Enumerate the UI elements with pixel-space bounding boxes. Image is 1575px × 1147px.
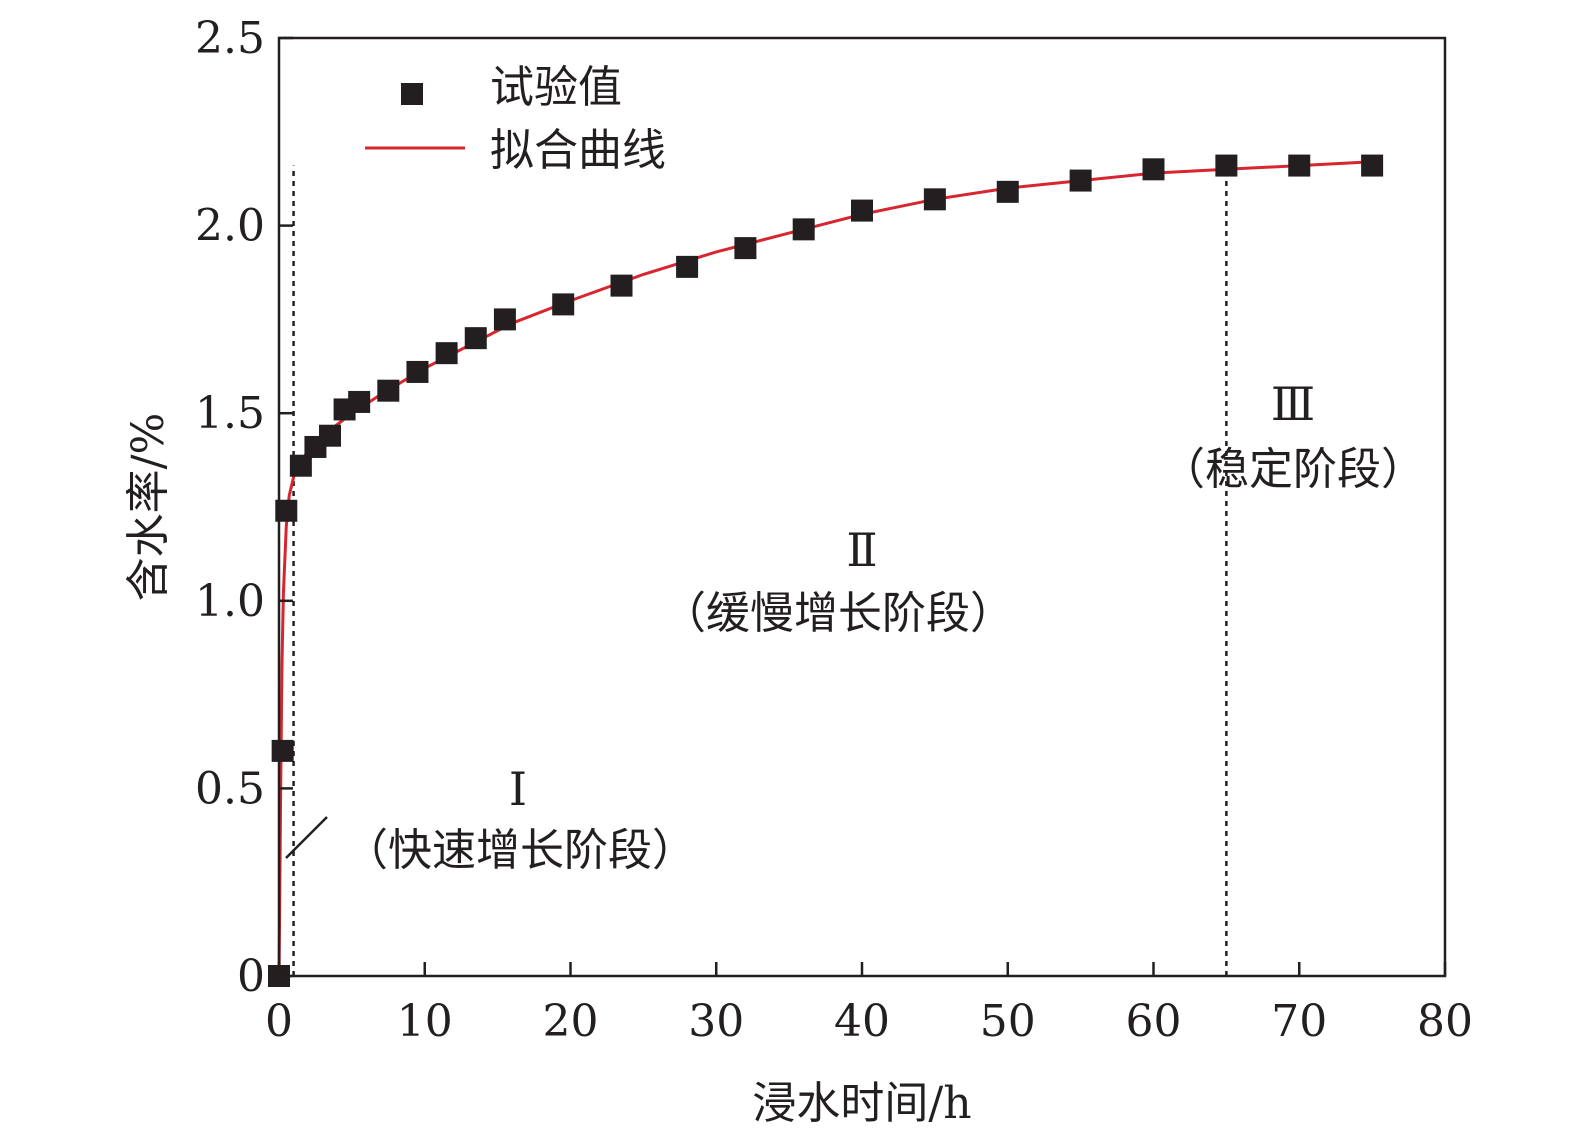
data-point: [1142, 158, 1165, 181]
data-point: [377, 379, 400, 402]
stage-annotations: Ⅰ （快速增长阶段） Ⅱ （缓慢增长阶段） Ⅲ （稳定阶段）: [285, 377, 1425, 876]
x-tick-label: 20: [543, 996, 599, 1047]
data-point: [1361, 154, 1384, 177]
data-point: [275, 499, 298, 522]
x-tick-label: 0: [265, 996, 293, 1047]
data-point: [271, 739, 294, 762]
x-tick-label: 10: [397, 996, 453, 1047]
x-tick-label: 70: [1271, 996, 1327, 1047]
y-tick-label: 1.5: [195, 388, 265, 439]
data-point: [289, 454, 312, 477]
x-tick-label: 40: [834, 996, 890, 1047]
legend-label-fit: 拟合曲线: [490, 125, 666, 176]
data-point: [319, 424, 342, 447]
stage1-numeral: Ⅰ: [509, 762, 527, 816]
data-point: [406, 360, 429, 383]
stage3-numeral: Ⅲ: [1271, 377, 1315, 431]
data-point: [435, 342, 458, 365]
data-point: [493, 308, 516, 331]
y-axis-title: 含水率/%: [123, 413, 174, 602]
x-axis-ticks: 0 10 20 30 40 50 60 70 80: [265, 962, 1473, 1047]
data-points-layer: [268, 154, 1384, 987]
y-tick-label: 0.5: [195, 763, 265, 814]
x-tick-label: 30: [688, 996, 744, 1047]
data-point: [348, 390, 371, 413]
data-point: [1069, 169, 1092, 192]
data-point: [996, 180, 1019, 203]
stage1-pointer: [285, 816, 328, 859]
legend-marker-square: [401, 83, 423, 105]
data-point: [1288, 154, 1311, 177]
legend-label-experimental: 试验值: [490, 62, 622, 113]
stage2-numeral: Ⅱ: [846, 523, 877, 577]
stage1-label: （快速增长阶段）: [344, 825, 696, 876]
x-tick-label: 80: [1417, 996, 1473, 1047]
y-tick-label: 2.5: [195, 13, 265, 64]
x-axis-title: 浸水时间/h: [752, 1078, 971, 1129]
stage2-label: （缓慢增长阶段）: [662, 588, 1014, 639]
data-point: [734, 237, 757, 260]
legend: 试验值 拟合曲线: [365, 62, 666, 176]
y-tick-label: 0: [237, 951, 265, 1002]
stage3-label: （稳定阶段）: [1161, 444, 1425, 495]
y-tick-label: 2.0: [195, 201, 265, 252]
data-point: [610, 274, 633, 297]
data-point: [676, 255, 699, 278]
data-point: [464, 327, 487, 350]
data-point: [851, 199, 873, 222]
data-point: [552, 293, 575, 316]
data-point: [792, 218, 815, 241]
x-tick-label: 60: [1126, 996, 1182, 1047]
data-point: [1215, 154, 1238, 177]
data-point: [923, 188, 946, 211]
y-tick-label: 1.0: [195, 576, 265, 627]
x-tick-label: 50: [980, 996, 1036, 1047]
y-axis-ticks: 0 0.5 1.0 1.5 2.0 2.5: [195, 13, 293, 1002]
